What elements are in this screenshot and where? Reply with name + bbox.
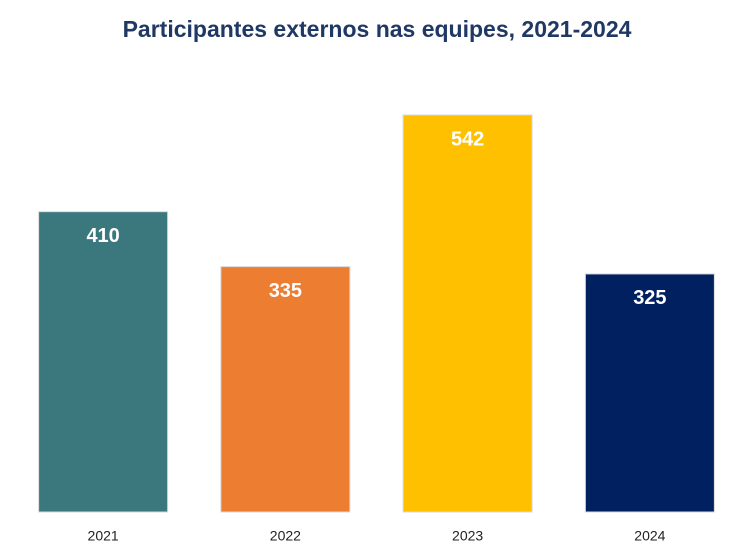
value-label: 335 [269, 280, 302, 302]
x-tick-label: 2024 [634, 528, 665, 544]
x-tick-label: 2021 [88, 528, 119, 544]
bar [584, 273, 715, 513]
chart-title: Participantes externos nas equipes, 2021… [123, 16, 632, 42]
value-label: 542 [451, 128, 484, 150]
bar [402, 114, 533, 513]
x-tick-label: 2023 [452, 528, 483, 544]
x-tick-label: 2022 [270, 528, 301, 544]
value-label: 325 [633, 287, 666, 309]
bar [38, 211, 169, 513]
bar [220, 266, 351, 513]
value-label: 410 [86, 225, 119, 247]
